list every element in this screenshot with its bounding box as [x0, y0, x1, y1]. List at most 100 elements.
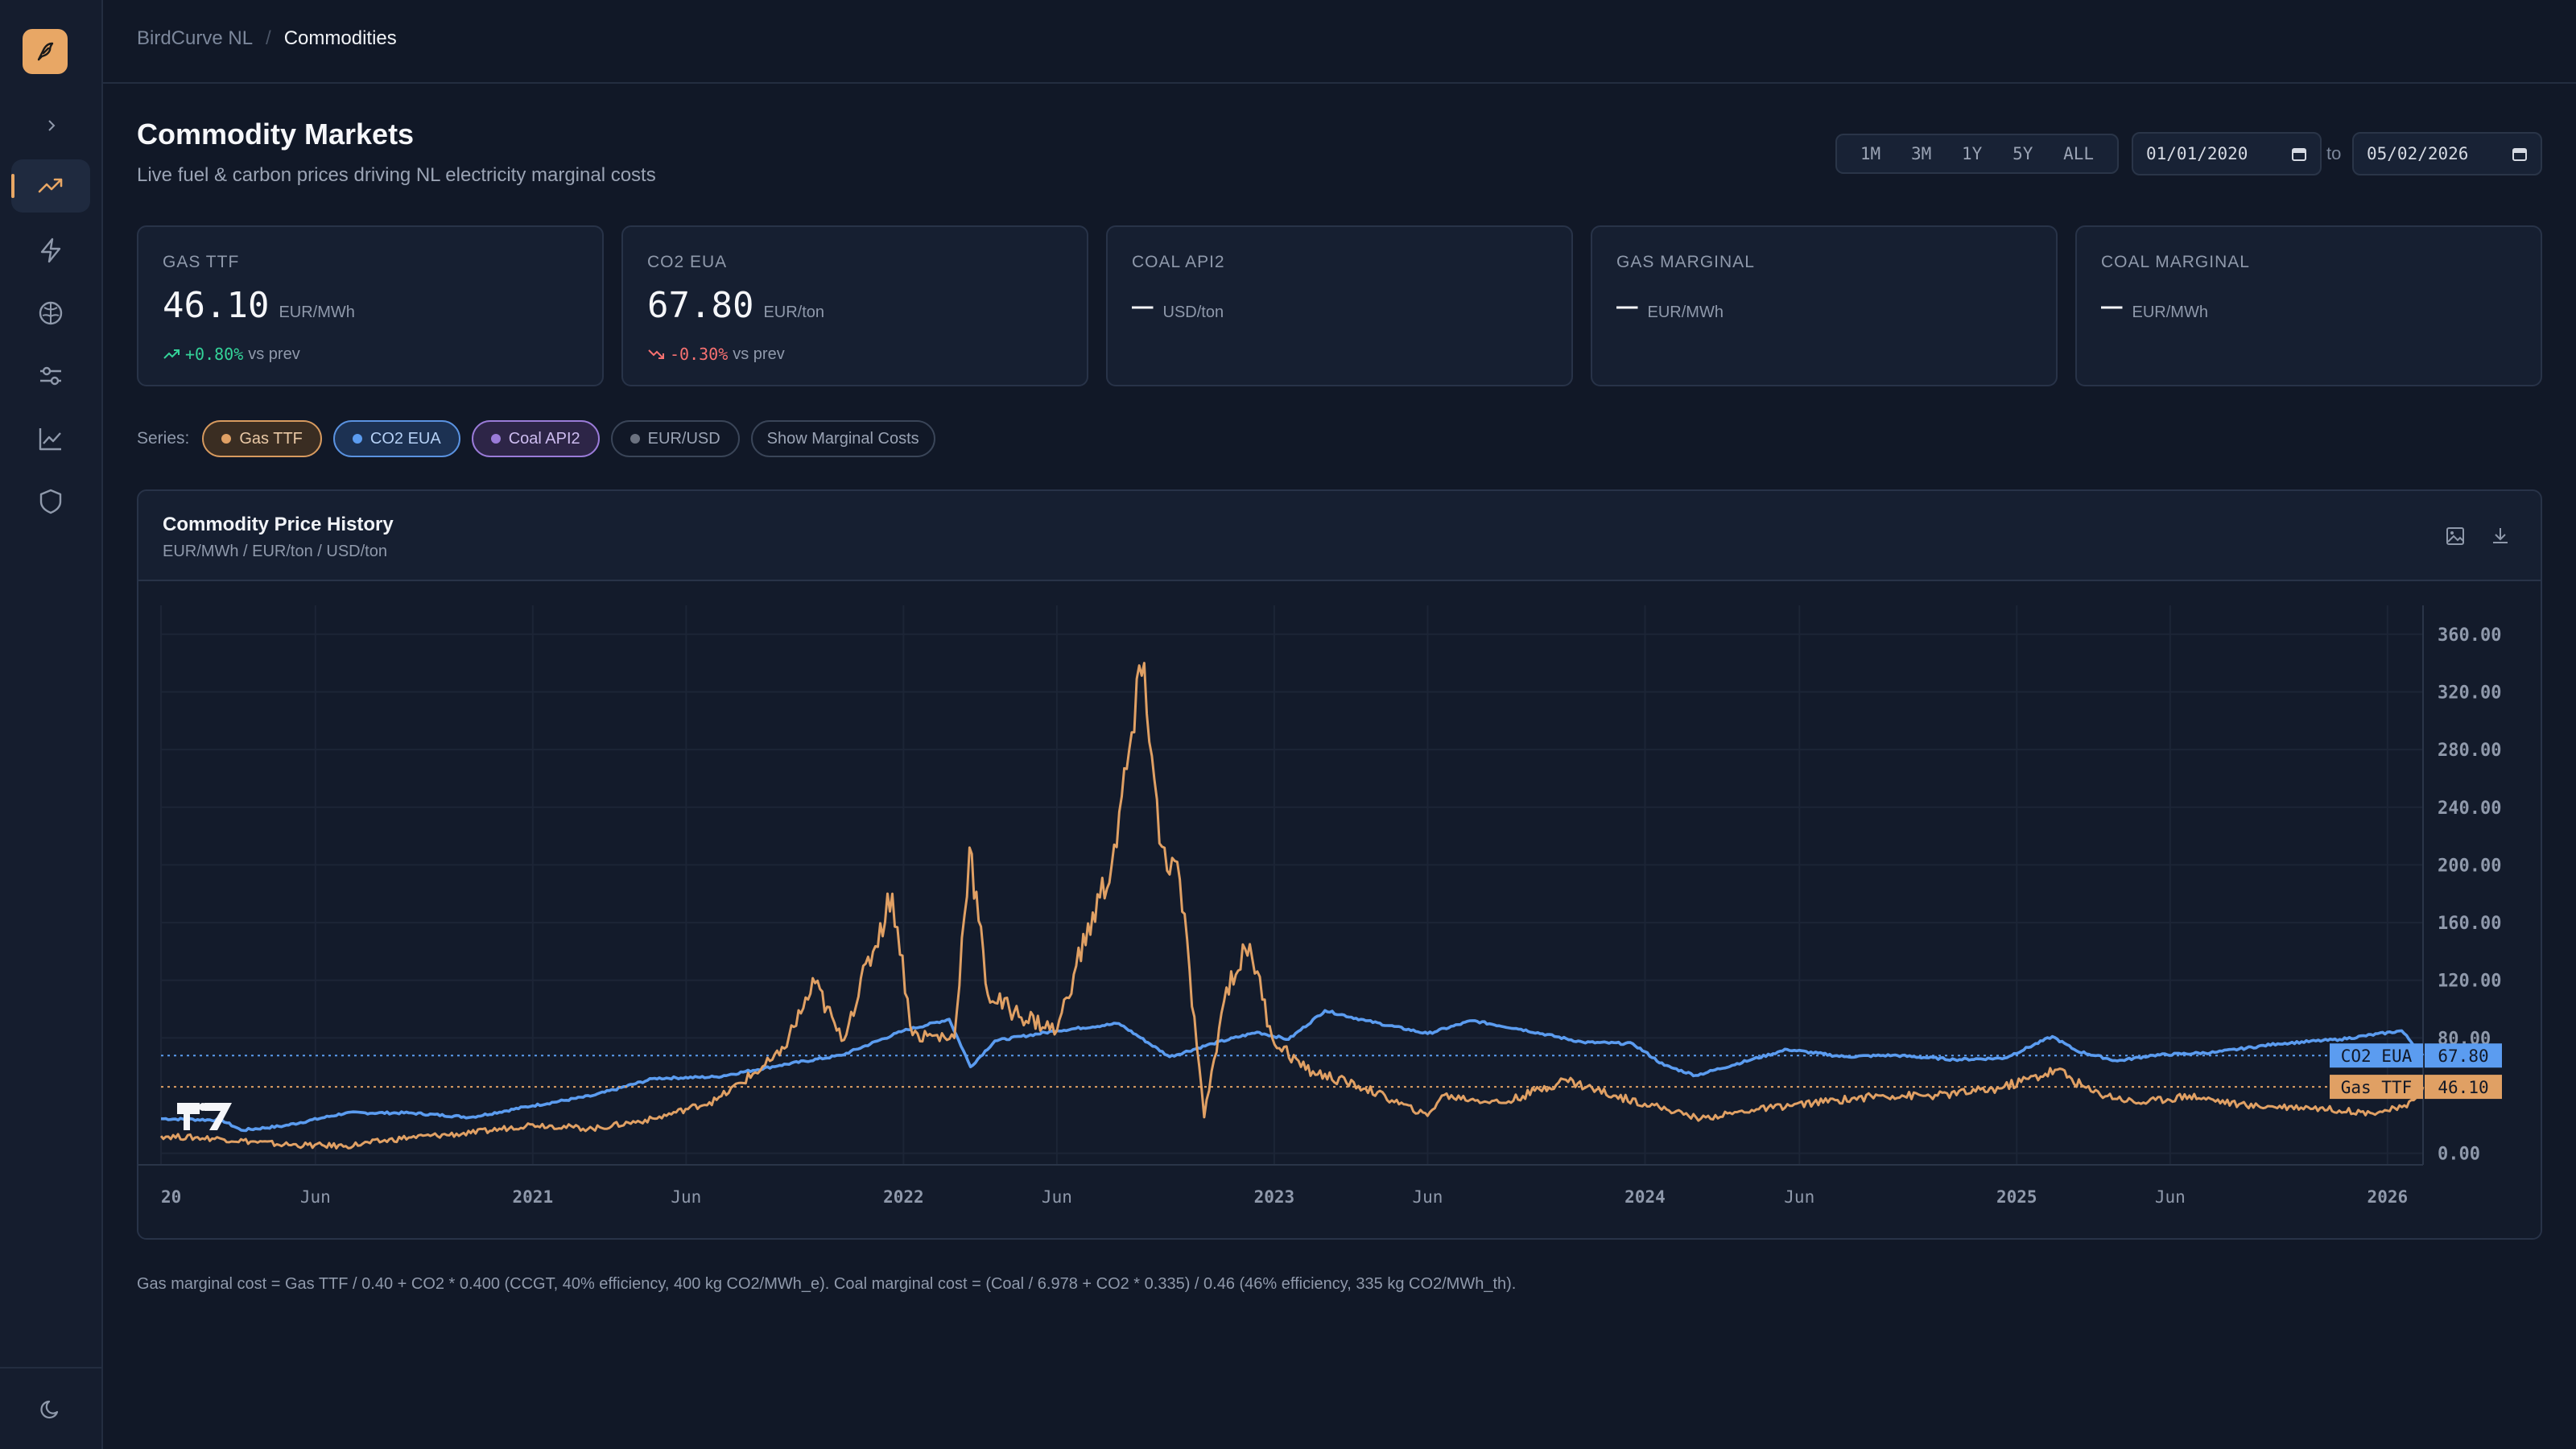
- card-value-number: 46.10: [163, 285, 270, 326]
- card-change-value: +0.80%: [185, 345, 244, 364]
- series-toggle-row: Series: Gas TTF CO2 EUA Coal API2 EUR/US…: [137, 420, 935, 457]
- bird-logo-icon: [37, 42, 54, 61]
- sidebar: [0, 0, 103, 1449]
- x-tick-label: 2025: [1996, 1187, 2037, 1207]
- lightning-icon: [40, 237, 61, 263]
- date-to-value: 05/02/2026: [2367, 144, 2469, 163]
- series-toggle-eur-usd[interactable]: EUR/USD: [610, 420, 740, 457]
- y-tick-label: 200.00: [2438, 856, 2501, 876]
- card-value-number: —: [1616, 285, 1638, 326]
- y-tick-label: 0.00: [2438, 1145, 2480, 1165]
- x-tick-label: Jun: [2155, 1187, 2186, 1207]
- range-1m-button[interactable]: 1M: [1860, 144, 1881, 163]
- card-label: GAS TTF: [163, 253, 240, 271]
- x-tick-label: Jun: [300, 1187, 331, 1207]
- show-marginal-costs-button[interactable]: Show Marginal Costs: [750, 420, 935, 457]
- x-tick-label: 20: [161, 1187, 181, 1207]
- trending-up-icon: [163, 349, 180, 359]
- nav-markets[interactable]: [11, 159, 90, 213]
- x-tick-label: Jun: [1784, 1187, 1814, 1207]
- series-dot: [221, 434, 232, 444]
- last-value-name: CO2 EUA: [2341, 1046, 2413, 1066]
- card-unit: EUR/MWh: [279, 303, 355, 321]
- card-change: -0.30% vs prev: [647, 345, 785, 364]
- card-change-suffix: vs prev: [248, 345, 300, 363]
- card-value: — USD/ton: [1132, 285, 1224, 326]
- trending-up-icon: [38, 178, 63, 193]
- last-value-name-tag: [2330, 1043, 2423, 1068]
- last-value-name-tag: [2330, 1075, 2423, 1100]
- nav-settings[interactable]: [11, 349, 90, 402]
- series-toggle-co2-eua[interactable]: CO2 EUA: [332, 420, 460, 457]
- chart-svg: 20 Jun 2021 Jun 2022 Jun 2023 Jun 2024 Jun 2025 Jun…: [138, 605, 2502, 1207]
- range-3m-button[interactable]: 3M: [1910, 144, 1932, 163]
- breadcrumb-app[interactable]: BirdCurve NL: [137, 27, 254, 49]
- last-value-number: 67.80: [2438, 1046, 2488, 1066]
- stat-card-co2-eua: CO2 EUA 67.80 EUR/ton -0.30% vs prev: [621, 225, 1088, 386]
- chevron-right-icon: [48, 120, 56, 131]
- last-value-badge: [2425, 1075, 2502, 1100]
- trending-down-icon: [648, 349, 664, 359]
- theme-toggle-button[interactable]: [35, 1393, 68, 1425]
- expand-sidebar-button[interactable]: [39, 113, 64, 138]
- moon-icon: [40, 1400, 59, 1419]
- date-to-input[interactable]: 05/02/2026: [2352, 132, 2542, 175]
- page-subtitle: Live fuel & carbon prices driving NL ele…: [137, 164, 656, 186]
- stat-card-gas-ttf: GAS TTF 46.10 EUR/MWh +0.80% vs prev: [137, 225, 604, 386]
- card-unit: EUR/ton: [763, 303, 825, 321]
- card-value-number: 67.80: [647, 285, 754, 326]
- nav-power[interactable]: [11, 224, 90, 277]
- x-tick-label: Jun: [1042, 1187, 1072, 1207]
- series-toggle-gas-ttf[interactable]: Gas TTF: [202, 420, 322, 457]
- range-5y-button[interactable]: 5Y: [2013, 144, 2033, 163]
- date-from-input[interactable]: 01/01/2020: [2132, 132, 2322, 175]
- date-from-value: 01/01/2020: [2146, 144, 2248, 163]
- breadcrumb-current: Commodities: [283, 27, 397, 49]
- y-tick-label: 280.00: [2438, 741, 2501, 761]
- x-tick-label: 2026: [2368, 1187, 2409, 1207]
- x-tick-label: Jun: [671, 1187, 701, 1207]
- card-value-number: —: [2101, 285, 2123, 326]
- series-toggle-coal-api2[interactable]: Coal API2: [471, 420, 600, 457]
- series-name: Gas TTF: [239, 429, 303, 448]
- x-tick-label: 2022: [883, 1187, 924, 1207]
- stat-card-coal-api2: COAL API2 — USD/ton: [1106, 225, 1573, 386]
- x-tick-label: Jun: [1412, 1187, 1443, 1207]
- card-value: 67.80 EUR/ton: [647, 285, 824, 326]
- chart-area[interactable]: 20 Jun 2021 Jun 2022 Jun 2023 Jun 2024 Jun 2025 Jun…: [138, 581, 2541, 1238]
- card-label: COAL API2: [1132, 253, 1225, 271]
- download-button[interactable]: [2487, 523, 2513, 549]
- watermark-glyph: [177, 1103, 232, 1130]
- range-1y-button[interactable]: 1Y: [1962, 144, 1983, 163]
- nav-analytics[interactable]: [11, 412, 90, 465]
- image-icon: [2446, 527, 2464, 545]
- page-title: Commodity Markets: [137, 118, 415, 151]
- series-label: Series:: [137, 429, 190, 448]
- chart-header: Commodity Price History EUR/MWh / EUR/to…: [138, 491, 2541, 581]
- card-change-value: -0.30%: [670, 345, 729, 364]
- x-tick-label: 2023: [1254, 1187, 1295, 1207]
- series-dot: [352, 434, 362, 444]
- app-logo[interactable]: [23, 29, 68, 74]
- series-name: EUR/USD: [647, 429, 720, 448]
- nav-model[interactable]: [11, 287, 90, 340]
- export-image-button[interactable]: [2442, 523, 2468, 549]
- range-all-button[interactable]: ALL: [2063, 144, 2095, 163]
- topbar: BirdCurve NL / Commodities: [103, 0, 2576, 84]
- series-name: Coal API2: [508, 429, 580, 448]
- series-line-co2-eua: [160, 1009, 2425, 1133]
- calendar-icon: [2512, 148, 2527, 161]
- footnote: Gas marginal cost = Gas TTF / 0.40 + CO2…: [137, 1275, 1517, 1293]
- card-value: — EUR/MWh: [1616, 285, 1724, 326]
- nav-security[interactable]: [11, 475, 90, 528]
- last-value-badge: [2425, 1043, 2502, 1068]
- last-value-number: 46.10: [2438, 1078, 2488, 1097]
- range-selector: 1M 3M 1Y 5Y ALL: [1835, 134, 2119, 174]
- breadcrumb-separator: /: [266, 27, 271, 49]
- line-chart-icon: [39, 428, 61, 451]
- card-unit: EUR/MWh: [2132, 303, 2208, 321]
- card-change: +0.80% vs prev: [163, 345, 300, 364]
- date-range-separator: to: [2326, 143, 2342, 163]
- card-unit: USD/ton: [1162, 303, 1224, 321]
- sliders-icon: [40, 366, 61, 386]
